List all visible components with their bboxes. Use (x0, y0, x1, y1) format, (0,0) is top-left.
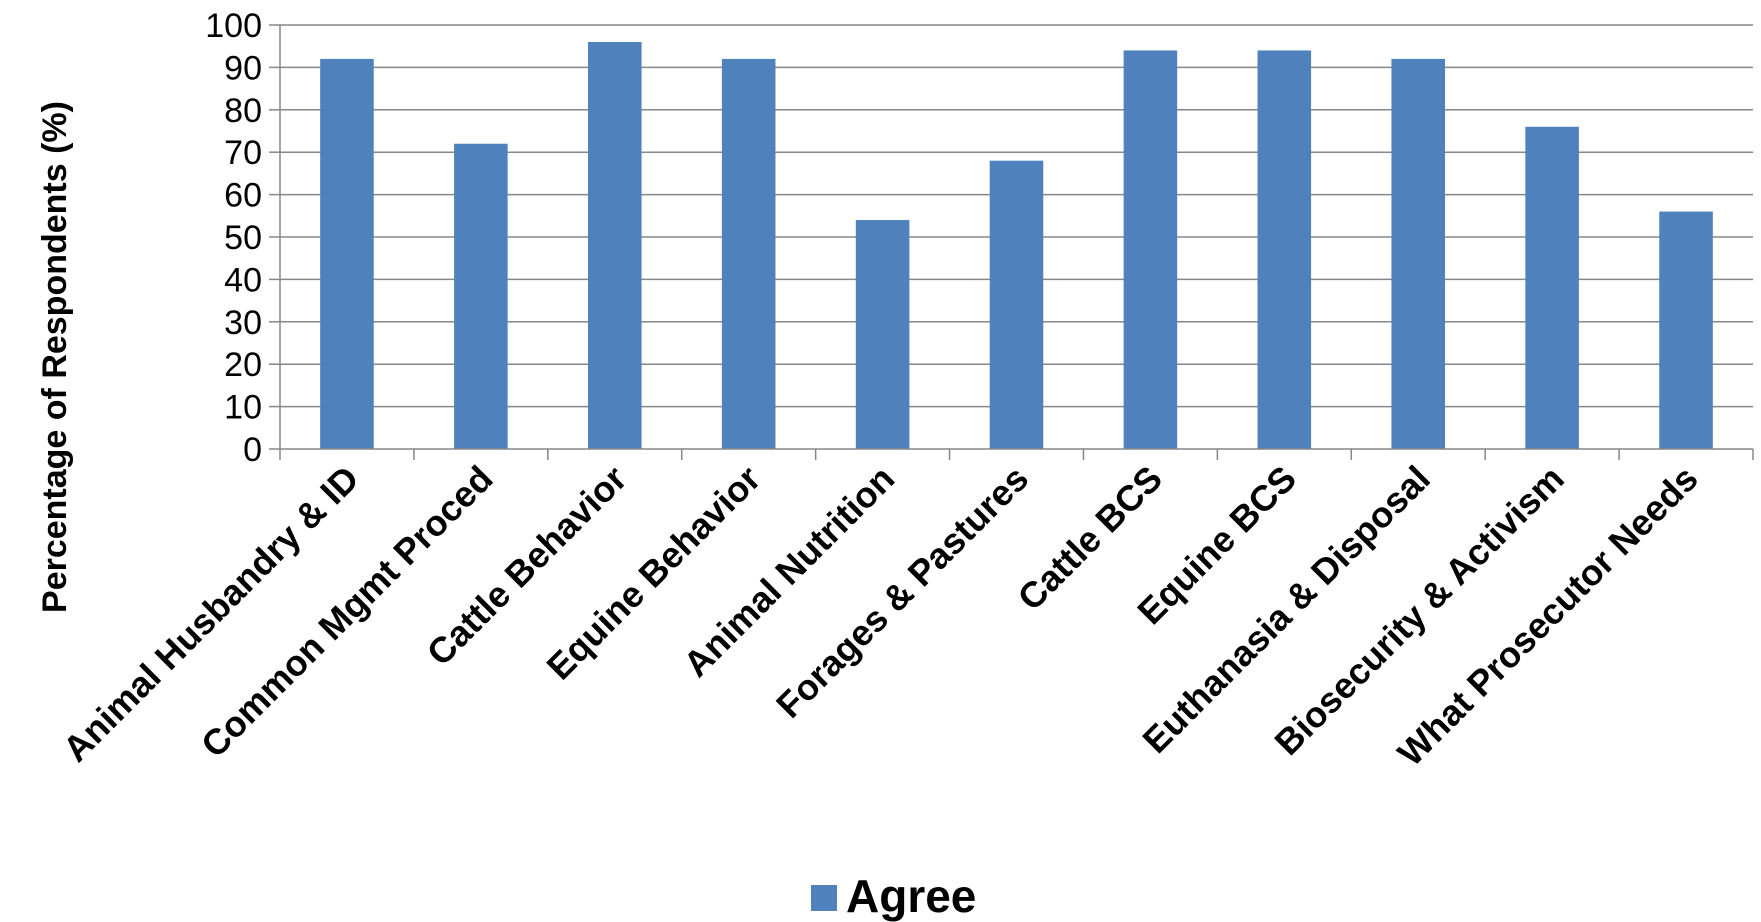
bar-equine-behavior[interactable]: Equine Behavior: 92 (721, 58, 776, 450)
bar-cattle-bcs[interactable]: Cattle BCS: 94 (1123, 50, 1178, 449)
y-tick-label: 0 (243, 431, 262, 469)
bar-what-prosecutor-needs[interactable]: What Prosecutor Needs: 56 (1659, 211, 1713, 449)
y-tick-label: 20 (224, 346, 262, 384)
y-tick-label: 40 (224, 261, 262, 299)
y-tick-label: 90 (224, 49, 262, 87)
y-tick-label: 50 (224, 219, 262, 257)
y-tick-label: 60 (224, 177, 262, 215)
bar-equine-bcs[interactable]: Equine BCS: 94 (1257, 50, 1312, 449)
bar-euthanasia-disposal[interactable]: Euthanasia & Disposal: 92 (1391, 58, 1446, 450)
bars: Animal Husbandry & ID: 92 Common Mgmt Pro… (320, 41, 1713, 450)
bar-animal-husbandry-id[interactable]: Animal Husbandry & ID: 92 (320, 58, 374, 450)
bar-biosecurity-activism[interactable]: Biosecurity & Activism: 76 (1525, 126, 1579, 449)
bar-common-mgmt-proced[interactable]: Common Mgmt Proced: 72 (454, 143, 508, 449)
bar-forages-pastures[interactable]: Forages & Pastures: 68 (989, 160, 1044, 449)
legend[interactable]: Agree (811, 870, 976, 922)
y-tick-labels: 0 10 20 30 40 50 60 70 80 90 100 (205, 7, 262, 469)
x-category-label: Forages & Pastures (768, 458, 1036, 726)
y-tick-label: 30 (224, 304, 262, 342)
axes (269, 24, 1754, 460)
legend-swatch (811, 885, 837, 911)
bar-animal-nutrition[interactable]: Animal Nutrition: 54 (855, 220, 910, 449)
y-axis-title: Percentage of Respondents (%) (36, 101, 74, 613)
legend-label-agree: Agree (846, 870, 976, 922)
bar-cattle-behavior[interactable]: Cattle Behavior: 96 (587, 41, 642, 450)
y-tick-label: 100 (205, 7, 262, 45)
y-tick-label: 80 (224, 92, 262, 130)
y-tick-label: 10 (224, 389, 262, 427)
y-tick-label: 70 (224, 134, 262, 172)
